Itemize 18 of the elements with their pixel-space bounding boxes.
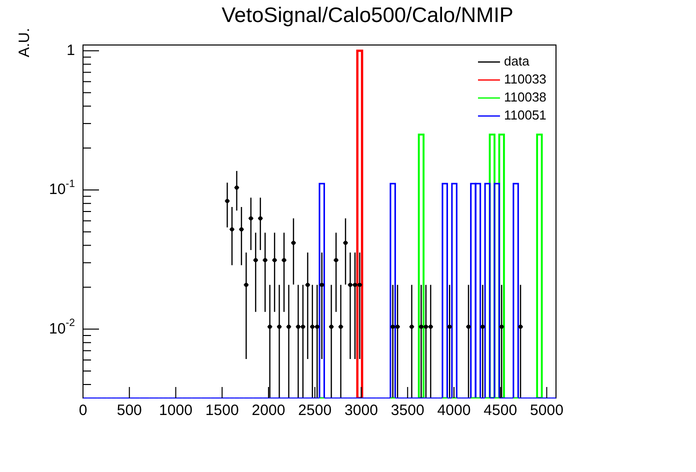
- x-tick-label: 1500: [205, 402, 239, 420]
- x-tick-label: 4500: [484, 402, 518, 420]
- x-tick-label: 500: [116, 402, 142, 420]
- y-tick-label: 1: [66, 42, 75, 59]
- x-tick-label: 2500: [298, 402, 332, 420]
- legend-label: 110038: [504, 90, 546, 105]
- x-tick-label: 4000: [437, 402, 471, 420]
- x-tick-label: 3500: [390, 402, 424, 420]
- x-tick-label: 2000: [252, 402, 286, 420]
- x-tick-label: 1000: [159, 402, 192, 420]
- chart-title: VetoSignal/Calo500/Calo/NMIP: [222, 4, 514, 27]
- legend-label: 110051: [504, 108, 546, 123]
- y-axis-title: A.U.: [16, 28, 34, 58]
- x-tick-label: 3000: [344, 402, 378, 420]
- x-tick-label: 5000: [530, 402, 564, 420]
- legend-label: data: [504, 54, 530, 69]
- x-tick-label: 0: [78, 402, 88, 420]
- legend-label: 110033: [504, 72, 546, 87]
